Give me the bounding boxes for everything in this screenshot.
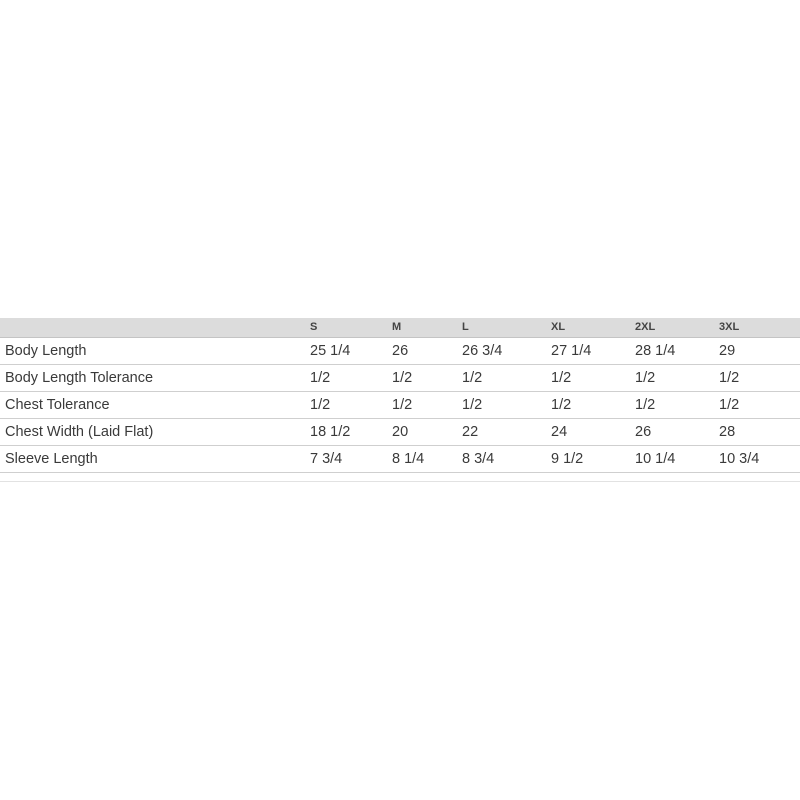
cell-value: 10 3/4	[719, 451, 760, 467]
cell-value: 1/2	[551, 370, 572, 386]
row-label: Sleeve Length	[5, 451, 98, 467]
cell-value: 25 1/4	[310, 343, 351, 359]
cell-value: 18 1/2	[310, 424, 351, 440]
row-label: Chest Tolerance	[5, 397, 110, 413]
cell-value: 1/2	[310, 397, 331, 413]
cell-value: 27 1/4	[551, 343, 592, 359]
row-label: Body Length	[5, 343, 87, 359]
cell-value: 8 1/4	[392, 451, 425, 467]
cell-value: 1/2	[719, 397, 740, 413]
cell-value: 28	[719, 424, 736, 440]
cell-value: 24	[551, 424, 568, 440]
size-chart-header: S M L XL 2XL 3XL	[0, 318, 800, 338]
header-size-xl: XL	[551, 321, 566, 333]
cell-value: 1/2	[462, 397, 483, 413]
cell-value: 1/2	[392, 370, 413, 386]
cell-value: 10 1/4	[635, 451, 676, 467]
table-row: Chest Width (Laid Flat) 18 1/2 20 22 24 26 28	[0, 419, 800, 446]
cell-value: 1/2	[551, 397, 572, 413]
cell-value: 1/2	[462, 370, 483, 386]
cell-value: 29	[719, 343, 736, 359]
cell-value: 7 3/4	[310, 451, 343, 467]
cell-value: 26	[392, 343, 409, 359]
cell-value: 9 1/2	[551, 451, 584, 467]
cell-value: 28 1/4	[635, 343, 676, 359]
header-size-s: S	[310, 321, 318, 333]
table-row: Sleeve Length 7 3/4 8 1/4 8 3/4 9 1/2 10 1/4 1…	[0, 446, 800, 473]
table-row: Body Length Tolerance 1/2 1/2 1/2 1/2 1/2 1/2	[0, 365, 800, 392]
cell-value: 20	[392, 424, 409, 440]
table-row: Body Length 25 1/4 26 26 3/4 27 1/4 28 1/4 29	[0, 338, 800, 365]
cell-value: 22	[462, 424, 479, 440]
cell-value: 1/2	[635, 370, 656, 386]
cell-value: 8 3/4	[462, 451, 495, 467]
header-size-m: M	[392, 321, 402, 333]
row-label: Chest Width (Laid Flat)	[5, 424, 154, 440]
table-row: Chest Tolerance 1/2 1/2 1/2 1/2 1/2 1/2	[0, 392, 800, 419]
cell-value: 1/2	[310, 370, 331, 386]
cell-value: 1/2	[635, 397, 656, 413]
cell-value: 26	[635, 424, 652, 440]
cell-value: 1/2	[392, 397, 413, 413]
cell-value: 1/2	[719, 370, 740, 386]
header-size-2xl: 2XL	[635, 321, 656, 333]
cell-value: 26 3/4	[462, 343, 503, 359]
header-size-3xl: 3XL	[719, 321, 740, 333]
table-bottom-border	[0, 481, 800, 482]
row-label: Body Length Tolerance	[5, 370, 154, 386]
header-size-l: L	[462, 321, 469, 333]
